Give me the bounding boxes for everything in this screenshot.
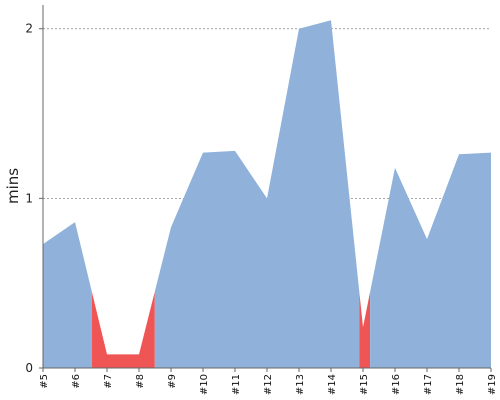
area-series <box>43 20 491 368</box>
x-tick-labels: #5 #6 #7 #8 #9 #10 #11 #12 #13 #14 #15 #16 #17 #18 #19 <box>39 368 498 395</box>
y-tick-label: 0 <box>25 361 33 375</box>
area-segment <box>154 20 360 368</box>
area-segment <box>370 152 491 368</box>
x-tick-label: #5 <box>39 374 50 389</box>
x-tick-label: #9 <box>167 374 178 389</box>
x-tick-label: #12 <box>263 374 274 395</box>
y-tick-labels: 0 1 2 <box>25 22 43 375</box>
area-highlight-segment <box>91 291 155 368</box>
x-tick-label: #17 <box>423 374 434 395</box>
x-tick-label: #15 <box>359 374 370 395</box>
x-tick-label: #11 <box>231 374 242 395</box>
x-tick-label: #19 <box>487 374 498 395</box>
x-tick-label: #7 <box>103 374 114 389</box>
area-segment <box>43 222 92 368</box>
y-axis-title: mins <box>4 168 22 204</box>
y-tick-label: 1 <box>25 191 33 205</box>
x-tick-label: #6 <box>71 374 82 389</box>
x-tick-label: #10 <box>199 374 210 395</box>
x-tick-label: #13 <box>295 374 306 395</box>
x-tick-label: #14 <box>327 374 338 395</box>
area-highlight-segment <box>359 291 371 368</box>
grid-lines <box>43 28 491 199</box>
x-tick-label: #18 <box>455 374 466 395</box>
x-tick-label: #16 <box>391 374 402 395</box>
y-tick-label: 2 <box>25 22 33 36</box>
x-tick-label: #8 <box>135 374 146 389</box>
